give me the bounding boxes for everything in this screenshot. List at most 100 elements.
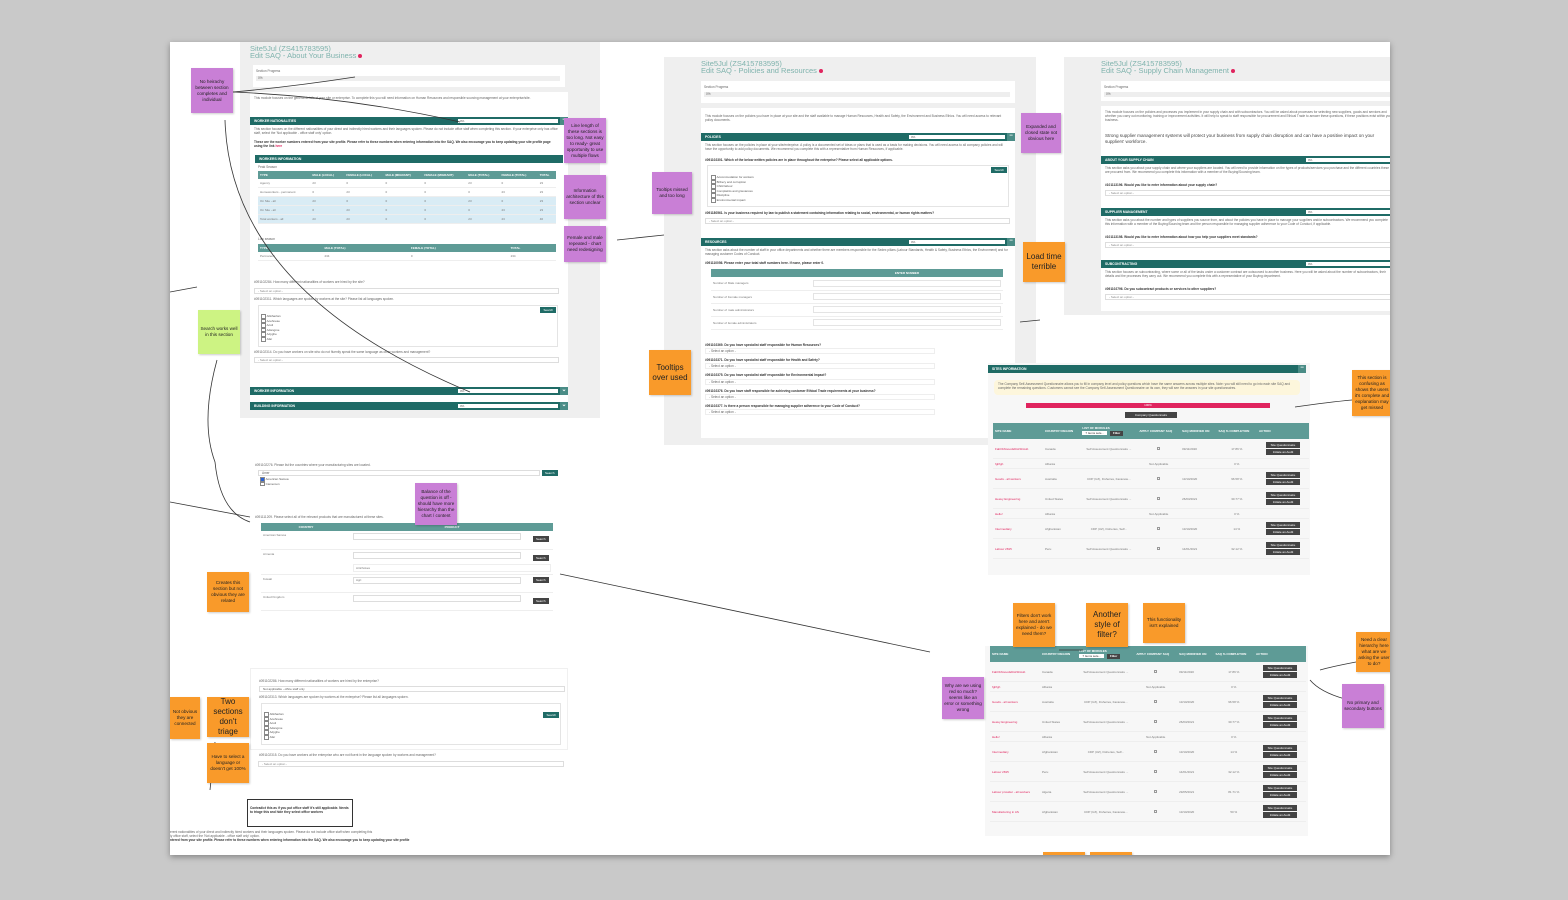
- site-name-link[interactable]: Goods - all workers: [993, 468, 1043, 489]
- search-button[interactable]: Search: [543, 712, 559, 718]
- section-resources[interactable]: RESOURCES 0% −: [701, 238, 1015, 246]
- column-header[interactable]: SAQ MODIFIED ON: [1180, 423, 1217, 439]
- site-name-link[interactable]: Labour 2815: [990, 761, 1040, 782]
- site-questionnaire-button[interactable]: Site Questionnaire: [1263, 785, 1297, 791]
- language-checklist[interactable]: Abkhazian Acehnese Acoli Adangme Adyghe Afar: [261, 314, 281, 342]
- column-header[interactable]: APPLY COMPANY SAQ: [1134, 646, 1178, 662]
- site-questionnaire-button[interactable]: Site Questionnaire: [1263, 695, 1297, 701]
- staff-number-input[interactable]: [813, 306, 1001, 313]
- site-name-link[interactable]: FabOfAGoodsDistShAub: [993, 439, 1043, 459]
- policy-checklist[interactable]: Accommodation for workers Bribery and cor…: [711, 175, 754, 203]
- initiate-audit-button[interactable]: Initiate an Audit: [1266, 529, 1300, 535]
- nationalities-select[interactable]: Not applicable - office staff only: [259, 686, 565, 692]
- option-select[interactable]: - Select an option -: [705, 409, 935, 416]
- checkbox-option[interactable]: Child labour: [711, 184, 754, 189]
- sticky-note-another-filter[interactable]: Another style of filter?: [1086, 603, 1128, 647]
- apply-checkbox[interactable]: [1157, 526, 1161, 530]
- checkbox-option[interactable]: Adangme: [264, 726, 284, 731]
- checkbox-option[interactable]: Adyghe: [264, 730, 284, 735]
- modules-filter-dropdown[interactable]: 7 items sele...: [1079, 654, 1104, 658]
- option-select[interactable]: - Select an option -: [705, 393, 935, 400]
- section-header[interactable]: ABOUT YOUR SUPPLY CHAIN 0%: [1101, 156, 1390, 164]
- checkbox-option[interactable]: Afar: [261, 337, 281, 342]
- apply-checkbox[interactable]: [1154, 719, 1158, 723]
- initiate-audit-button[interactable]: Initiate an Audit: [1263, 752, 1297, 758]
- checkbox-option[interactable]: Accommodation for workers: [711, 175, 754, 180]
- apply-checkbox[interactable]: [1154, 669, 1158, 673]
- initiate-audit-button[interactable]: Initiate an Audit: [1263, 702, 1297, 708]
- site-name-link[interactable]: Manufacturing in AS: [990, 801, 1040, 822]
- apply-checkbox[interactable]: [1154, 699, 1158, 703]
- site-questionnaire-button[interactable]: Site Questionnaire: [1266, 442, 1300, 448]
- product-input[interactable]: [353, 533, 521, 540]
- option-select[interactable]: - Select an option -: [1105, 190, 1390, 196]
- section-building-information[interactable]: BUILDING INFORMATION 0% ⌄: [250, 402, 568, 410]
- apply-checkbox[interactable]: [1154, 769, 1158, 773]
- sticky-note-no-hierarchy[interactable]: No heirachy between section completes an…: [191, 68, 233, 113]
- column-header[interactable]: SAQ % COMPLETION: [1213, 646, 1254, 662]
- sticky-note-creates-section[interactable]: Creates this section but not obvious the…: [207, 572, 249, 612]
- language-checklist[interactable]: Abkhazian Acehnese Acoli Adangme Adyghe Afar: [264, 712, 284, 740]
- apply-checkbox[interactable]: [1157, 446, 1161, 450]
- checkbox-option[interactable]: Complaints and grievances: [711, 189, 754, 194]
- site-name-link[interactable]: Hello!: [993, 508, 1043, 519]
- column-header[interactable]: LIST OF MODULES 7 items sele... Filter: [1080, 423, 1138, 439]
- search-button[interactable]: Search: [533, 554, 549, 561]
- initiate-audit-button[interactable]: Initiate an Audit: [1266, 479, 1300, 485]
- site-questionnaire-button[interactable]: Site Questionnaire: [1266, 472, 1300, 478]
- search-button[interactable]: Search: [533, 536, 549, 542]
- search-button[interactable]: Search: [533, 597, 549, 604]
- sticky-note-functionality[interactable]: This functionality isn't explained: [1143, 603, 1185, 643]
- site-name-link[interactable]: Goods - all workers: [990, 691, 1040, 712]
- sticky-note-blank-2[interactable]: [1090, 852, 1132, 855]
- sticky-note-select-language[interactable]: Have to select a language or doesn't get…: [207, 743, 249, 783]
- product-tag[interactable]: Artichokes: [353, 563, 551, 572]
- site-questionnaire-button[interactable]: Site Questionnaire: [1263, 715, 1297, 721]
- column-header[interactable]: COUNTRY/ REGION: [1043, 423, 1081, 439]
- site-profile-link[interactable]: here: [275, 144, 283, 149]
- apply-checkbox[interactable]: [1154, 809, 1158, 813]
- column-header[interactable]: SAQ MODIFIED ON: [1177, 646, 1214, 662]
- initiate-audit-button[interactable]: Initiate an Audit: [1263, 722, 1297, 728]
- site-questionnaire-button[interactable]: Site Questionnaire: [1263, 805, 1297, 811]
- site-questionnaire-button[interactable]: Site Questionnaire: [1263, 665, 1297, 671]
- country-checkbox[interactable]: Cameroon: [260, 482, 289, 487]
- initiate-audit-button[interactable]: Initiate an Audit: [1263, 792, 1297, 798]
- search-button[interactable]: Search: [540, 307, 556, 313]
- checkbox-option[interactable]: Abkhazian: [264, 712, 284, 717]
- apply-checkbox[interactable]: [1157, 546, 1161, 550]
- apply-checkbox[interactable]: [1154, 749, 1158, 753]
- sticky-note-section-confusing[interactable]: This section is confusing as shows the u…: [1352, 370, 1390, 416]
- column-header[interactable]: SITE NAME: [993, 423, 1043, 439]
- checkbox-option[interactable]: Bribery and corruption: [711, 180, 754, 185]
- sticky-note-not-obvious[interactable]: Not obvious they are connected: [170, 697, 200, 739]
- initiate-audit-button[interactable]: Initiate an Audit: [1266, 449, 1300, 455]
- country-search-input[interactable]: Amer: [258, 470, 540, 476]
- column-header[interactable]: APPLY COMPANY SAQ: [1137, 423, 1181, 439]
- search-button[interactable]: Search: [542, 470, 558, 476]
- law-select[interactable]: - Select an option -: [705, 218, 1010, 224]
- site-questionnaire-button[interactable]: Site Questionnaire: [1263, 745, 1297, 751]
- sticky-note-blank-1[interactable]: [1043, 852, 1085, 855]
- staff-number-input[interactable]: [813, 279, 1001, 287]
- sticky-note-search-works[interactable]: Search works well in this section: [198, 310, 240, 354]
- sticky-note-no-primary[interactable]: No primary and secondary buttons: [1342, 684, 1384, 728]
- staff-number-input[interactable]: [813, 293, 1001, 300]
- sticky-note-red-use[interactable]: Why are we using red so much? seems like…: [942, 677, 984, 719]
- site-name-link[interactable]: fghfgh: [993, 458, 1043, 469]
- sticky-note-balance[interactable]: Balance of the question is off - should …: [415, 483, 457, 525]
- country-checkbox[interactable]: American Samoa: [260, 477, 289, 482]
- site-name-link[interactable]: Heavy Engineering: [993, 488, 1043, 509]
- site-questionnaire-button[interactable]: Site Questionnaire: [1266, 542, 1300, 548]
- site-questionnaire-button[interactable]: Site Questionnaire: [1266, 522, 1300, 528]
- initiate-audit-button[interactable]: Initiate an Audit: [1263, 812, 1297, 818]
- sticky-note-two-sections[interactable]: Two sections don't triage: [207, 697, 249, 737]
- site-name-link[interactable]: Labour provider - all workers: [990, 781, 1040, 802]
- section-worker-information[interactable]: WORKER INFORMATION 0% ⌄: [250, 387, 568, 395]
- modules-filter-dropdown[interactable]: 7 items sele...: [1082, 431, 1107, 435]
- option-select[interactable]: - Select an option -: [705, 363, 935, 370]
- site-name-link[interactable]: Intermediary: [993, 518, 1043, 539]
- initiate-audit-button[interactable]: Initiate an Audit: [1263, 772, 1297, 778]
- option-select[interactable]: - Select an option -: [705, 378, 935, 385]
